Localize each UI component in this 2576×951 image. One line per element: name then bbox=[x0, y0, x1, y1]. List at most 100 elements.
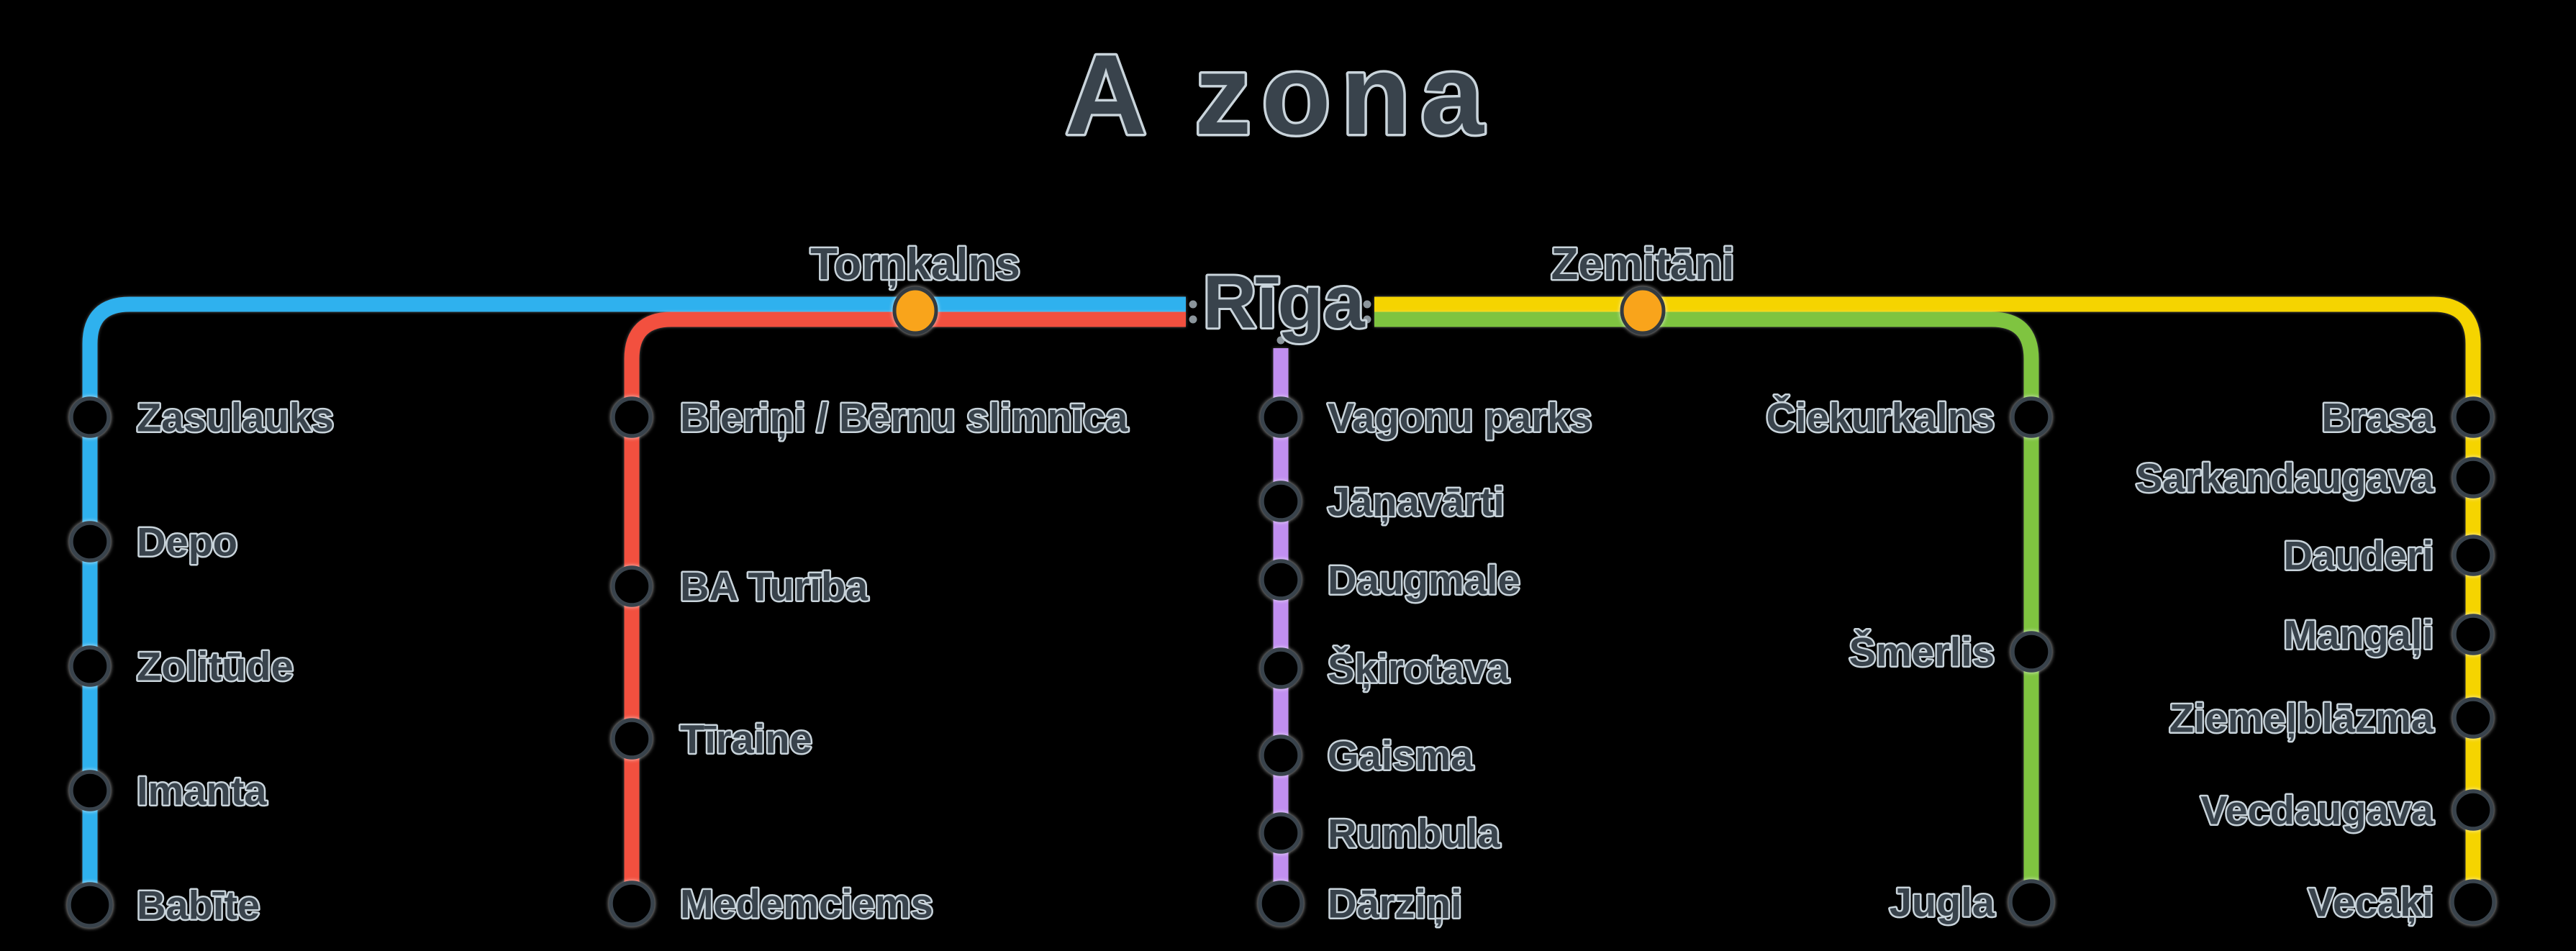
station-janavarti: Jāņavārti bbox=[1260, 477, 1506, 527]
station-marker bbox=[2452, 789, 2494, 831]
station-marker bbox=[2010, 631, 2052, 673]
station-label: Medemciems bbox=[680, 881, 933, 927]
station-marker bbox=[2008, 879, 2054, 925]
interchange-marker bbox=[1620, 286, 1666, 335]
station-zolitude: Zolitūde bbox=[69, 642, 295, 691]
station-tiraine: Tīraine bbox=[611, 714, 814, 763]
station-dauderi: Dauderi bbox=[2282, 531, 2494, 580]
connector-dot bbox=[1189, 315, 1197, 324]
hub-connector-dots bbox=[1189, 300, 1371, 345]
station-label: Jāņavārti bbox=[1328, 479, 1505, 525]
station-marker bbox=[67, 882, 113, 928]
blue-line-stations: Zasulauks Depo Zolitūde Imanta Babīte bbox=[67, 393, 335, 929]
station-marker bbox=[69, 396, 111, 438]
station-marker bbox=[1260, 734, 1302, 776]
station-marker bbox=[2452, 396, 2494, 438]
station-marker bbox=[2452, 534, 2494, 576]
station-label: Mangaļi bbox=[2284, 612, 2434, 658]
station-darzini: Dārziņi bbox=[1258, 879, 1464, 929]
station-label: Rumbula bbox=[1328, 811, 1500, 856]
station-label: Zasulauks bbox=[137, 395, 334, 440]
station-label: BA Turība bbox=[680, 564, 869, 609]
connector-dot bbox=[1363, 315, 1371, 324]
station-vagonu-parks: Vagonu parks bbox=[1260, 393, 1594, 442]
station-marker bbox=[611, 565, 653, 607]
station-marker bbox=[611, 718, 653, 760]
station-marker bbox=[2452, 457, 2494, 499]
station-marker bbox=[611, 396, 653, 438]
station-label: Vecdaugava bbox=[2200, 788, 2434, 833]
station-label: Brasa bbox=[2321, 395, 2434, 440]
station-imanta: Imanta bbox=[69, 766, 269, 815]
station-marker bbox=[2452, 697, 2494, 739]
station-label: Vecāķi bbox=[2308, 880, 2434, 926]
station-marker bbox=[69, 770, 111, 811]
station-zasulauks: Zasulauks bbox=[69, 393, 335, 442]
connector-dot bbox=[1189, 300, 1197, 309]
station-label: Imanta bbox=[137, 768, 267, 814]
station-marker bbox=[2450, 879, 2496, 925]
station-marker bbox=[69, 645, 111, 687]
interchange-label: Torņkalns bbox=[810, 240, 1020, 289]
blue-line-path bbox=[82, 296, 1186, 886]
station-label: Vagonu parks bbox=[1328, 395, 1592, 440]
station-ba-turiba: BA Turība bbox=[611, 562, 871, 611]
station-marker bbox=[1260, 396, 1302, 438]
station-bierini-bernu-slimnica: Bieriņi / Bērnu slimnīca bbox=[611, 393, 1130, 442]
station-label: Bieriņi / Bērnu slimnīca bbox=[680, 395, 1128, 441]
station-sarkandaugava: Sarkandaugava bbox=[2134, 453, 2494, 502]
station-label: Gaisma bbox=[1328, 733, 1474, 778]
station-label: Depo bbox=[137, 519, 237, 565]
yellow-line-stations: Brasa Sarkandaugava Dauderi Mangaļi Ziem… bbox=[2134, 393, 2496, 927]
station-gaisma: Gaisma bbox=[1260, 731, 1476, 780]
hub-label: Rīga bbox=[1202, 260, 1366, 344]
station-marker bbox=[1260, 647, 1302, 689]
interchange-label: Zemitāni bbox=[1551, 240, 1735, 289]
station-marker bbox=[1260, 559, 1302, 601]
interchange-tornkalns: Torņkalns bbox=[809, 238, 1022, 335]
station-vecdaugava: Vecdaugava bbox=[2199, 786, 2494, 834]
station-label: Tīraine bbox=[680, 716, 812, 762]
station-marker bbox=[1260, 481, 1302, 522]
interchange-zemitani: Zemitāni bbox=[1549, 238, 1736, 335]
station-label: Dārziņi bbox=[1328, 881, 1462, 927]
station-label: Daugmale bbox=[1328, 558, 1520, 603]
station-label: Sarkandaugava bbox=[2136, 455, 2434, 501]
station-babite: Babīte bbox=[67, 881, 262, 929]
green-line-stations: Čiekurkalns Šmerlis Jugla bbox=[1764, 393, 2054, 927]
connector-dot bbox=[1363, 300, 1371, 309]
station-label: Ziemeļblāzma bbox=[2169, 696, 2434, 742]
station-marker bbox=[2010, 396, 2052, 438]
station-label: Zolitūde bbox=[137, 644, 294, 689]
station-smerlis: Šmerlis bbox=[1847, 627, 2052, 676]
station-medemciems: Medemciems bbox=[609, 879, 935, 928]
station-marker bbox=[1258, 881, 1304, 927]
green-line-path bbox=[1374, 311, 2039, 883]
yellow-line-path bbox=[1374, 296, 2481, 883]
station-rumbula: Rumbula bbox=[1260, 809, 1502, 857]
station-skirotava: Šķirotava bbox=[1260, 644, 1511, 693]
red-line-path bbox=[624, 311, 1186, 884]
map-title: A zona bbox=[1065, 32, 1494, 158]
station-label: Dauderi bbox=[2284, 533, 2434, 578]
station-mangali: Mangaļi bbox=[2282, 610, 2494, 660]
station-ziemelblazma: Ziemeļblāzma bbox=[2167, 693, 2494, 743]
red-line-stations: Bieriņi / Bērnu slimnīca BA Turība Tīrai… bbox=[609, 393, 1130, 928]
interchange-marker bbox=[892, 286, 938, 335]
station-ciekurkalns: Čiekurkalns bbox=[1764, 393, 2052, 442]
station-marker bbox=[69, 521, 111, 563]
station-marker bbox=[609, 881, 655, 927]
station-daugmale: Daugmale bbox=[1260, 555, 1522, 604]
station-label: Jugla bbox=[1890, 880, 1995, 925]
station-label: Čiekurkalns bbox=[1767, 395, 1995, 440]
station-depo: Depo bbox=[69, 517, 240, 566]
station-jugla: Jugla bbox=[1887, 878, 2054, 927]
rail-lines bbox=[82, 296, 2481, 886]
station-brasa: Brasa bbox=[2320, 393, 2494, 442]
station-marker bbox=[2452, 614, 2494, 655]
station-vecaki: Vecāķi bbox=[2306, 878, 2496, 927]
connector-dot bbox=[1276, 336, 1285, 345]
station-label: Šķirotava bbox=[1328, 646, 1510, 692]
